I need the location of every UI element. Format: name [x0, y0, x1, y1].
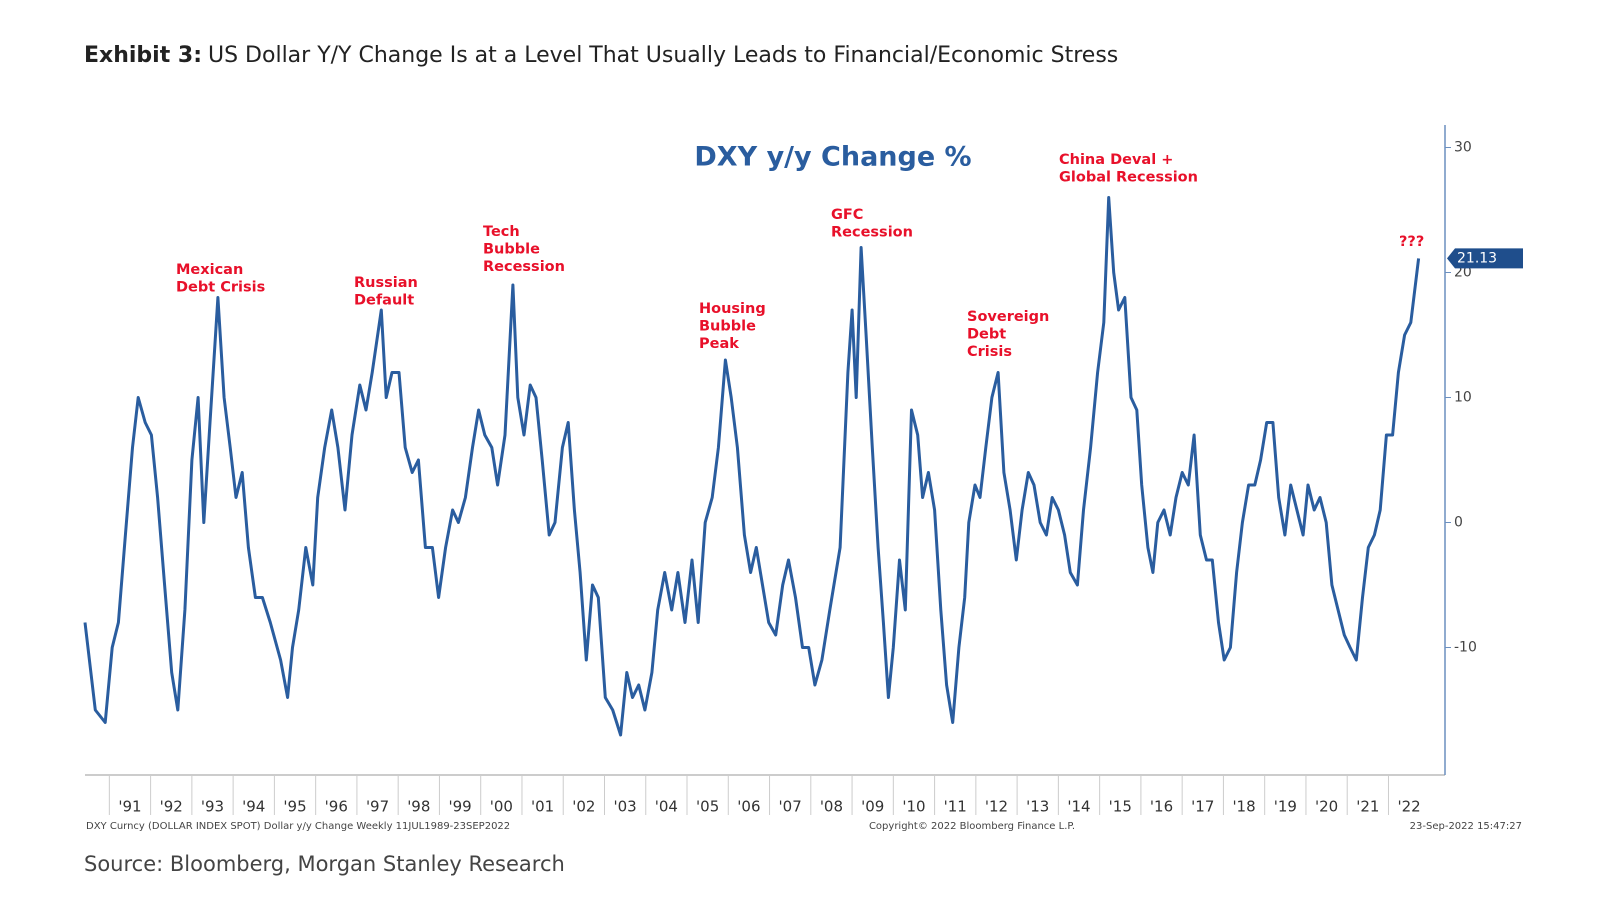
chart-subtitle: DXY y/y Change %: [694, 142, 971, 173]
x-tick-label: '06: [737, 798, 760, 816]
x-tick-label: '22: [1397, 798, 1420, 816]
x-tick-label: '91: [118, 798, 141, 816]
source: Source: Bloomberg, Morgan Stanley Resear…: [84, 852, 565, 876]
x-tick-label: '04: [655, 798, 678, 816]
x-tick-label: '12: [985, 798, 1008, 816]
x-tick-label: '15: [1109, 798, 1132, 816]
x-tick-label: '95: [283, 798, 306, 816]
footnote: Copyright© 2022 Bloomberg Finance L.P.: [869, 821, 1075, 832]
x-tick-label: '92: [160, 798, 183, 816]
annotation: Bubble: [699, 319, 756, 335]
annotation: China Deval +: [1059, 152, 1173, 168]
annotation: Russian: [354, 275, 418, 291]
x-tick-label: '20: [1315, 798, 1338, 816]
x-tick-label: '93: [201, 798, 224, 816]
chart-heading: Exhibit 3: US Dollar Y/Y Change Is at a L…: [84, 43, 1118, 68]
x-tick-label: '96: [325, 798, 348, 816]
footnote: DXY Curncy (DOLLAR INDEX SPOT) Dollar y/…: [86, 821, 510, 832]
x-tick-label: '97: [366, 798, 389, 816]
last-value-label: 21.13: [1457, 250, 1497, 266]
x-tick-label: '03: [614, 798, 637, 816]
annotation: Crisis: [967, 344, 1012, 360]
x-tick-label: '98: [407, 798, 430, 816]
exhibit-label: Exhibit 3:: [84, 43, 202, 68]
x-tick-label: '07: [779, 798, 802, 816]
x-tick-label: '09: [861, 798, 884, 816]
y-tick-label: 30: [1454, 140, 1472, 156]
x-tick-label: '08: [820, 798, 843, 816]
x-tick-label: '99: [448, 798, 471, 816]
annotation: Recession: [831, 225, 913, 241]
y-tick-label: 20: [1454, 265, 1472, 281]
x-tick-label: '19: [1274, 798, 1297, 816]
last-value-box: [1447, 248, 1523, 269]
x-tick-label: '00: [490, 798, 513, 816]
annotation: Peak: [699, 336, 739, 352]
annotation: Housing: [699, 301, 766, 317]
x-tick-label: '18: [1232, 798, 1255, 816]
annotation: Global Recession: [1059, 170, 1198, 186]
y-tick-label: 10: [1454, 390, 1472, 406]
annotation: Debt Crisis: [176, 280, 265, 296]
x-tick-label: '11: [944, 798, 967, 816]
x-tick-label: '14: [1067, 798, 1090, 816]
annotation: Bubble: [483, 242, 540, 258]
x-tick-label: '05: [696, 798, 719, 816]
x-tick-label: '16: [1150, 798, 1173, 816]
x-tick-label: '10: [902, 798, 925, 816]
annotation: GFC: [831, 207, 863, 223]
annotation: Recession: [483, 259, 565, 275]
x-tick-label: '94: [242, 798, 265, 816]
annotation: Tech: [483, 224, 520, 240]
data-line: [83, 196, 1421, 737]
x-tick-label: '21: [1356, 798, 1379, 816]
y-tick-label: 0: [1454, 515, 1463, 531]
chart-title: US Dollar Y/Y Change Is at a Level That …: [208, 43, 1118, 68]
footnote: 23-Sep-2022 15:47:27: [1410, 821, 1522, 832]
x-tick-label: '13: [1026, 798, 1049, 816]
y-tick-label: -10: [1454, 640, 1477, 656]
annotation: Sovereign: [967, 309, 1049, 325]
annotation: Default: [354, 293, 414, 309]
annotation: ???: [1399, 234, 1424, 250]
annotation: Debt: [967, 327, 1006, 343]
x-tick-label: '17: [1191, 798, 1214, 816]
x-tick-label: '02: [572, 798, 595, 816]
x-tick-label: '01: [531, 798, 554, 816]
annotation: Mexican: [176, 262, 243, 278]
